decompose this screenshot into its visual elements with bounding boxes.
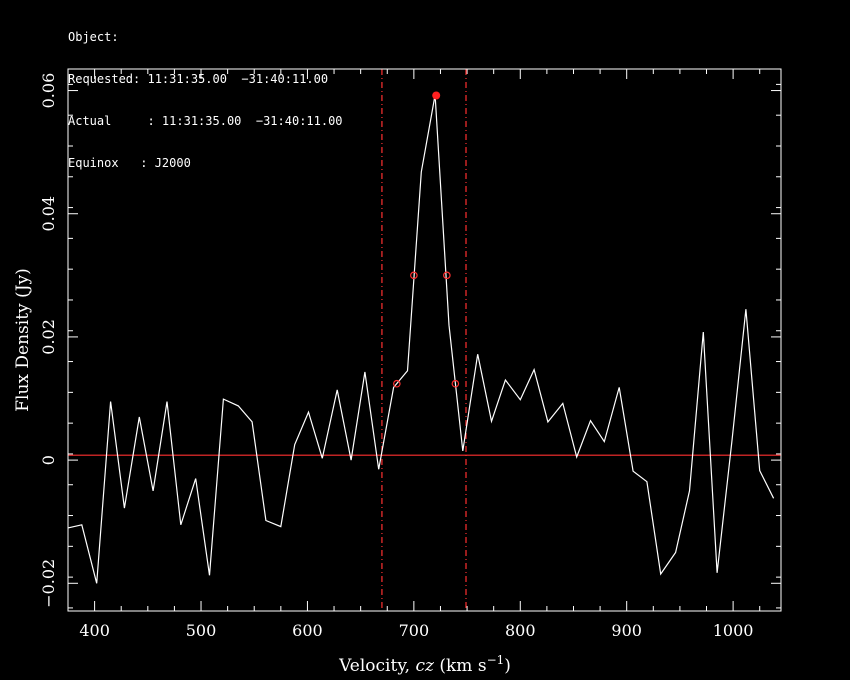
width-marker (410, 271, 418, 280)
y-tick-label: 0 (39, 455, 58, 465)
x-axis-label-unit: (km s (434, 656, 487, 676)
tick-group: 400 500 600 700 800 900 1000 −0.02 0 0.02 0.04 0.06 (39, 69, 781, 640)
y-axis-label: Flux Density (Jy) (13, 268, 33, 412)
x-tick-label: 800 (505, 621, 536, 640)
x-axis-label-main: Velocity, (338, 656, 415, 676)
equinox-line: Equinox : J2000 (68, 156, 191, 170)
x-tick-label: 400 (79, 621, 110, 640)
series-group (67, 94, 775, 584)
x-tick-label: 600 (292, 621, 323, 640)
spectrum-line (67, 94, 775, 584)
x-axis-label: Velocity, cz (km s−1) (338, 653, 511, 676)
overlay-group (68, 69, 781, 611)
x-tick-label: 700 (399, 621, 430, 640)
y-tick-label: 0.06 (39, 73, 58, 109)
x-axis-label-exp: −1 (487, 653, 505, 667)
width-marker (451, 379, 460, 388)
plot-frame (67, 68, 782, 612)
x-axis-label-close: ) (504, 656, 511, 676)
width-marker (443, 271, 451, 280)
x-tick-label: 500 (186, 621, 217, 640)
y-tick-label: −0.02 (39, 559, 58, 608)
x-tick-label: 900 (611, 621, 642, 640)
y-tick-label: 0.04 (39, 196, 58, 232)
requested-line: Requested: 11:31:35.00 −31:40:11.00 (68, 72, 329, 86)
y-tick-label: 0.02 (39, 319, 58, 355)
actual-line: Actual : 11:31:35.00 −31:40:11.00 (68, 114, 343, 128)
marker-group (393, 91, 460, 388)
peak-marker (432, 91, 441, 100)
width-marker (393, 379, 401, 388)
header-block: Object: Requested: 11:31:35.00 −31:40:11… (68, 2, 343, 184)
x-tick-label: 1000 (713, 621, 754, 640)
x-axis-label-italic: cz (415, 656, 435, 676)
object-line: Object: (68, 30, 119, 44)
